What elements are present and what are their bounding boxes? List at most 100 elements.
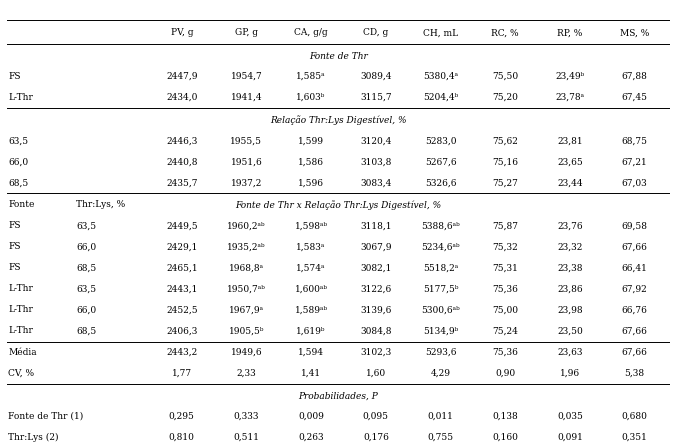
Text: 75,00: 75,00	[492, 305, 518, 315]
Text: 0,810: 0,810	[169, 433, 195, 442]
Text: 1,603ᵇ: 1,603ᵇ	[297, 93, 326, 102]
Text: 23,44: 23,44	[557, 178, 583, 187]
Text: Média: Média	[8, 347, 37, 357]
Text: 75,50: 75,50	[492, 72, 519, 81]
Text: 5380,4ᵃ: 5380,4ᵃ	[423, 72, 458, 81]
Text: 23,86: 23,86	[557, 284, 583, 293]
Text: 0,351: 0,351	[621, 433, 647, 442]
Text: Fonte: Fonte	[8, 200, 35, 209]
Text: 23,63: 23,63	[557, 347, 583, 357]
Text: 0,263: 0,263	[299, 433, 324, 442]
Text: 1,600ᵃᵇ: 1,600ᵃᵇ	[294, 284, 328, 293]
Text: 1,96: 1,96	[560, 369, 580, 378]
Text: 66,0: 66,0	[77, 305, 97, 315]
Text: CV, %: CV, %	[8, 369, 35, 378]
Text: 68,5: 68,5	[77, 326, 97, 336]
Text: 1,574ᵃ: 1,574ᵃ	[297, 263, 326, 272]
Text: 1,589ᵃᵇ: 1,589ᵃᵇ	[294, 305, 328, 315]
Text: 3103,8: 3103,8	[360, 157, 391, 166]
Text: 66,76: 66,76	[621, 305, 647, 315]
Text: 1,583ᵃ: 1,583ᵃ	[297, 242, 326, 251]
Text: 0,011: 0,011	[428, 412, 454, 421]
Text: 2440,8: 2440,8	[166, 157, 198, 166]
Text: 5388,6ᵃᵇ: 5388,6ᵃᵇ	[421, 221, 460, 230]
Text: 4,29: 4,29	[431, 369, 450, 378]
Text: CA, g/g: CA, g/g	[294, 28, 328, 38]
Text: 1954,7: 1954,7	[231, 72, 262, 81]
Text: 1,586: 1,586	[298, 157, 324, 166]
Text: 3139,6: 3139,6	[360, 305, 391, 315]
Text: 63,5: 63,5	[8, 136, 28, 145]
Text: 23,98: 23,98	[557, 305, 583, 315]
Text: 75,27: 75,27	[492, 178, 518, 187]
Text: Fonte de Thr: Fonte de Thr	[309, 52, 368, 61]
Text: 2,33: 2,33	[236, 369, 257, 378]
Text: 75,36: 75,36	[492, 284, 518, 293]
Text: 23,50: 23,50	[557, 326, 583, 336]
Text: 3084,8: 3084,8	[360, 326, 391, 336]
Text: 66,0: 66,0	[77, 242, 97, 251]
Text: 67,45: 67,45	[621, 93, 648, 102]
Text: 2452,5: 2452,5	[166, 305, 198, 315]
Text: 2446,3: 2446,3	[166, 136, 198, 145]
Text: 3102,3: 3102,3	[360, 347, 391, 357]
Text: Fonte de Thr (1): Fonte de Thr (1)	[8, 412, 83, 421]
Text: 5,38: 5,38	[624, 369, 645, 378]
Text: 3120,4: 3120,4	[360, 136, 391, 145]
Text: 1955,5: 1955,5	[230, 136, 263, 145]
Text: 23,38: 23,38	[557, 263, 583, 272]
Text: 68,75: 68,75	[621, 136, 648, 145]
Text: Thr:Lys (2): Thr:Lys (2)	[8, 433, 59, 442]
Text: 3089,4: 3089,4	[360, 72, 391, 81]
Text: 23,81: 23,81	[557, 136, 583, 145]
Text: 2447,9: 2447,9	[166, 72, 198, 81]
Text: 5300,6ᵃᵇ: 5300,6ᵃᵇ	[421, 305, 460, 315]
Text: 1,60: 1,60	[366, 369, 386, 378]
Text: 66,41: 66,41	[621, 263, 647, 272]
Text: 75,36: 75,36	[492, 347, 518, 357]
Text: 1960,2ᵃᵇ: 1960,2ᵃᵇ	[227, 221, 266, 230]
Text: 0,295: 0,295	[169, 412, 195, 421]
Text: 67,66: 67,66	[621, 242, 647, 251]
Text: 67,66: 67,66	[621, 326, 647, 336]
Text: 0,90: 0,90	[495, 369, 515, 378]
Text: 2435,7: 2435,7	[166, 178, 198, 187]
Text: FS: FS	[8, 263, 20, 272]
Text: 67,88: 67,88	[621, 72, 647, 81]
Text: 2434,0: 2434,0	[166, 93, 198, 102]
Text: 1,594: 1,594	[298, 347, 324, 357]
Text: 1951,6: 1951,6	[231, 157, 262, 166]
Text: CD, g: CD, g	[363, 28, 389, 38]
Text: 3122,6: 3122,6	[360, 284, 391, 293]
Text: FS: FS	[8, 242, 20, 251]
Text: 3115,7: 3115,7	[360, 93, 391, 102]
Text: 66,0: 66,0	[8, 157, 28, 166]
Text: 23,49ᵇ: 23,49ᵇ	[555, 72, 584, 81]
Text: 1,619ᵇ: 1,619ᵇ	[297, 326, 326, 336]
Text: 0,095: 0,095	[363, 412, 389, 421]
Text: 63,5: 63,5	[77, 284, 97, 293]
Text: 75,87: 75,87	[492, 221, 518, 230]
Text: 1,41: 1,41	[301, 369, 321, 378]
Text: 67,03: 67,03	[621, 178, 647, 187]
Text: 1937,2: 1937,2	[231, 178, 262, 187]
Text: 5204,4ᵇ: 5204,4ᵇ	[423, 93, 458, 102]
Text: 63,5: 63,5	[77, 221, 97, 230]
Text: 2449,5: 2449,5	[166, 221, 198, 230]
Text: 0,009: 0,009	[298, 412, 324, 421]
Text: L-Thr: L-Thr	[8, 305, 33, 315]
Text: 2443,2: 2443,2	[166, 347, 198, 357]
Text: 75,62: 75,62	[492, 136, 518, 145]
Text: 1950,7ᵃᵇ: 1950,7ᵃᵇ	[227, 284, 266, 293]
Text: 1968,8ᵃ: 1968,8ᵃ	[229, 263, 264, 272]
Text: 0,333: 0,333	[234, 412, 259, 421]
Text: 5267,6: 5267,6	[424, 157, 456, 166]
Text: 69,58: 69,58	[621, 221, 648, 230]
Text: 23,76: 23,76	[557, 221, 583, 230]
Text: 0,176: 0,176	[363, 433, 389, 442]
Text: 1,77: 1,77	[172, 369, 192, 378]
Text: 68,5: 68,5	[77, 263, 97, 272]
Text: 75,32: 75,32	[492, 242, 518, 251]
Text: 2465,1: 2465,1	[166, 263, 198, 272]
Text: 0,160: 0,160	[492, 433, 518, 442]
